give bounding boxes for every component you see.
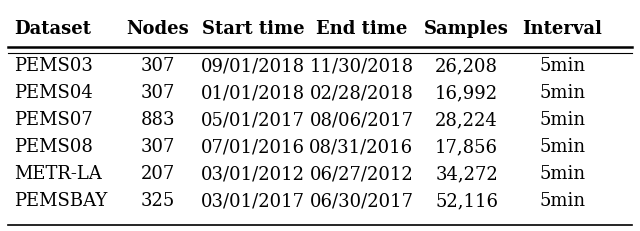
Text: Start time: Start time xyxy=(202,20,305,38)
Text: 03/01/2012: 03/01/2012 xyxy=(201,165,305,183)
Text: 06/30/2017: 06/30/2017 xyxy=(309,192,413,210)
Text: 207: 207 xyxy=(140,165,175,183)
Text: PEMS04: PEMS04 xyxy=(14,84,93,102)
Text: 307: 307 xyxy=(140,84,175,102)
Text: 28,224: 28,224 xyxy=(435,111,498,129)
Text: 09/01/2018: 09/01/2018 xyxy=(201,58,305,76)
Text: 5min: 5min xyxy=(539,84,585,102)
Text: 307: 307 xyxy=(140,58,175,76)
Text: 03/01/2017: 03/01/2017 xyxy=(201,192,305,210)
Text: 08/31/2016: 08/31/2016 xyxy=(309,138,413,156)
Text: 325: 325 xyxy=(140,192,175,210)
Text: METR-LA: METR-LA xyxy=(14,165,102,183)
Text: 06/27/2012: 06/27/2012 xyxy=(310,165,413,183)
Text: PEMS08: PEMS08 xyxy=(14,138,93,156)
Text: PEMSBAY: PEMSBAY xyxy=(14,192,108,210)
Text: PEMS03: PEMS03 xyxy=(14,58,93,76)
Text: 08/06/2017: 08/06/2017 xyxy=(309,111,413,129)
Text: 5min: 5min xyxy=(539,111,585,129)
Text: 307: 307 xyxy=(140,138,175,156)
Text: 07/01/2016: 07/01/2016 xyxy=(201,138,305,156)
Text: 05/01/2017: 05/01/2017 xyxy=(201,111,305,129)
Text: Interval: Interval xyxy=(522,20,602,38)
Text: Dataset: Dataset xyxy=(14,20,91,38)
Text: PEMS07: PEMS07 xyxy=(14,111,93,129)
Text: 16,992: 16,992 xyxy=(435,84,498,102)
Text: 5min: 5min xyxy=(539,165,585,183)
Text: 5min: 5min xyxy=(539,58,585,76)
Text: 52,116: 52,116 xyxy=(435,192,498,210)
Text: End time: End time xyxy=(316,20,407,38)
Text: Samples: Samples xyxy=(424,20,509,38)
Text: 5min: 5min xyxy=(539,138,585,156)
Text: 02/28/2018: 02/28/2018 xyxy=(310,84,413,102)
Text: 01/01/2018: 01/01/2018 xyxy=(201,84,305,102)
Text: 26,208: 26,208 xyxy=(435,58,498,76)
Text: 883: 883 xyxy=(140,111,175,129)
Text: Nodes: Nodes xyxy=(126,20,189,38)
Text: 17,856: 17,856 xyxy=(435,138,498,156)
Text: 34,272: 34,272 xyxy=(435,165,498,183)
Text: 5min: 5min xyxy=(539,192,585,210)
Text: 11/30/2018: 11/30/2018 xyxy=(309,58,413,76)
